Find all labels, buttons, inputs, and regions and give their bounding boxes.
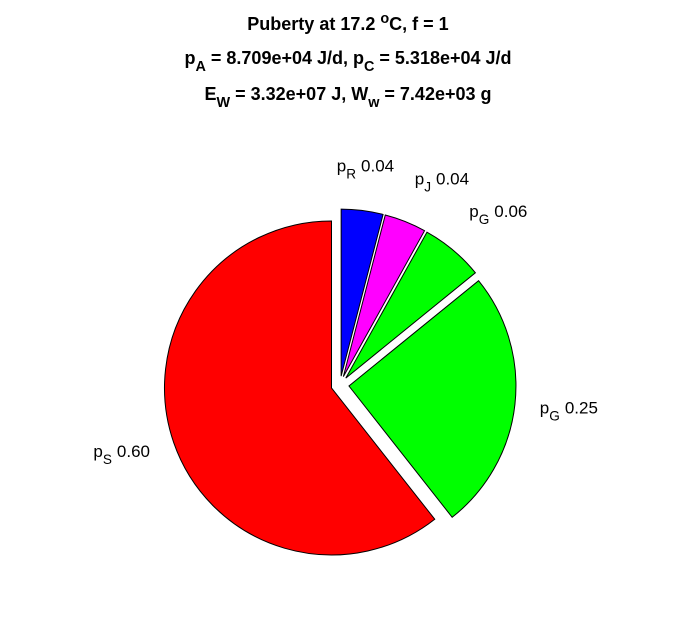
- text-part: p: [184, 48, 195, 68]
- pie-slice: [345, 231, 477, 379]
- text-part: = 7.42e+03 g: [379, 84, 491, 104]
- label-sub: G: [479, 212, 490, 227]
- subscript: W: [217, 95, 231, 111]
- pie-slice: [342, 214, 426, 377]
- label-value: 0.25: [565, 398, 598, 417]
- label-sub: R: [346, 167, 356, 182]
- subscript: C: [364, 59, 374, 75]
- slice-label: pG 0.06: [469, 202, 527, 227]
- text-part: Puberty at 17.2: [247, 14, 380, 34]
- slice-label: pS 0.60: [93, 442, 150, 467]
- chart-title: Puberty at 17.2 o​C, f = 1: [247, 11, 448, 34]
- text-part: = 5.318e+04 J/d: [374, 48, 511, 68]
- slice-label: pG 0.25: [540, 398, 598, 423]
- label-base: p: [415, 169, 424, 188]
- slice-label: pJ 0.04: [415, 169, 469, 194]
- text-part: = 3.32e+07 J, W: [230, 84, 368, 104]
- pie-slice: [164, 220, 436, 556]
- label-base: p: [337, 157, 346, 176]
- pie-slice: [348, 279, 517, 518]
- chart-title: pA​ = 8.709e+04 J/d, pC​ = 5.318e+04 J/d: [184, 48, 511, 75]
- label-base: p: [93, 442, 102, 461]
- subscript: A: [195, 59, 206, 75]
- slice-label: pR 0.04: [337, 157, 394, 182]
- label-sub: S: [103, 452, 112, 467]
- text-part: E: [205, 84, 217, 104]
- label-sub: J: [424, 179, 431, 194]
- label-value: 0.06: [494, 202, 527, 221]
- label-base: p: [469, 202, 478, 221]
- superscript: o: [380, 11, 389, 27]
- label-base: p: [540, 398, 549, 417]
- chart-title: EW​ = 3.32e+07 J, Ww​ = 7.42e+03 g: [205, 84, 492, 111]
- label-value: 0.04: [361, 157, 394, 176]
- label-value: 0.04: [436, 169, 469, 188]
- text-part: = 8.709e+04 J/d, p: [206, 48, 364, 68]
- pie-slice: [340, 208, 384, 377]
- text-part: C, f = 1: [389, 14, 449, 34]
- label-value: 0.60: [117, 442, 150, 461]
- label-sub: G: [549, 408, 560, 423]
- subscript: w: [367, 95, 380, 111]
